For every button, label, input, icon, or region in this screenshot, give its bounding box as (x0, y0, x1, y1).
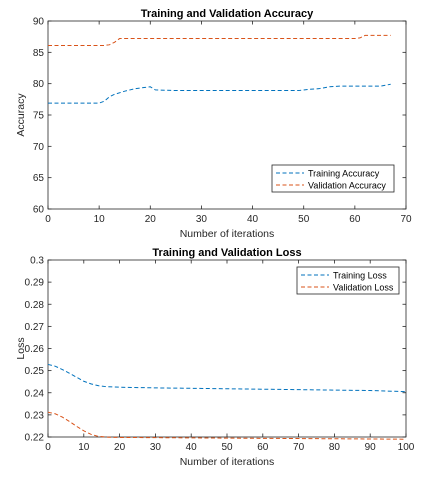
series-line-training (47, 363, 407, 393)
x-tick-label: 80 (329, 442, 341, 453)
series-line-validation (48, 34, 391, 46)
chart-title: Training and Validation Loss (152, 247, 301, 259)
x-tick-label: 60 (349, 214, 361, 225)
y-tick-label: 60 (33, 205, 45, 216)
chart-title: Training and Validation Accuracy (141, 8, 314, 20)
x-tick-label: 50 (298, 214, 310, 225)
x-axis-label: Number of iterations (180, 228, 275, 240)
x-tick-label: 50 (221, 442, 233, 453)
x-tick-label: 70 (293, 442, 305, 453)
x-tick-label: 70 (400, 214, 412, 225)
x-axis-label: Number of iterations (180, 456, 275, 468)
y-tick-label: 90 (33, 17, 45, 28)
x-tick-label: 90 (365, 442, 377, 453)
x-tick-label: 20 (145, 214, 157, 225)
y-tick-label: 0.23 (25, 410, 45, 421)
x-tick-label: 30 (196, 214, 208, 225)
y-tick-label: 0.24 (25, 388, 45, 399)
y-tick-label: 0.3 (30, 256, 44, 267)
legend: Training Accuracy Validation Accuracy (271, 164, 395, 193)
series-line-training (48, 83, 391, 104)
y-tick-label: 0.26 (25, 344, 45, 355)
legend-box (271, 164, 395, 193)
legend: Training Loss Validation Loss (296, 266, 400, 295)
y-tick-label: 85 (33, 48, 45, 59)
x-tick-label: 40 (186, 442, 198, 453)
x-tick-label: 20 (114, 442, 126, 453)
x-tick-label: 30 (150, 442, 162, 453)
y-tick-label: 0.28 (25, 300, 45, 311)
chart-loss: 0 10 20 30 40 50 60 70 80 90 100 0.22 0.23 0.24 0.25 0.… (15, 247, 415, 468)
legend-label: Training Accuracy (308, 169, 380, 179)
x-tick-label: 0 (45, 214, 51, 225)
y-axis-label: Accuracy (15, 93, 27, 137)
y-tick-label: 0.29 (25, 278, 45, 289)
y-tick-label: 0.22 (25, 433, 45, 444)
x-tick-label: 60 (257, 442, 269, 453)
y-tick-label: 75 (33, 111, 45, 122)
y-tick-label: 70 (33, 142, 45, 153)
series-line-validation (47, 411, 407, 440)
y-axis-label: Loss (15, 337, 27, 359)
x-tick-label: 10 (78, 442, 90, 453)
x-tick-label: 0 (45, 442, 51, 453)
y-tick-label: 0.27 (25, 322, 45, 333)
chart-accuracy: 0 10 20 30 40 50 60 70 60 65 70 75 80 85 90 Training an… (15, 8, 412, 240)
x-tick-label: 10 (94, 214, 106, 225)
y-tick-label: 65 (33, 173, 45, 184)
legend-box (296, 266, 400, 295)
x-tick-label: 100 (398, 442, 415, 453)
x-tick-label: 40 (247, 214, 259, 225)
legend-label: Training Loss (333, 271, 387, 281)
legend-label: Validation Loss (333, 283, 394, 293)
y-tick-label: 80 (33, 79, 45, 90)
legend-label: Validation Accuracy (308, 181, 386, 191)
y-tick-label: 0.25 (25, 366, 45, 377)
